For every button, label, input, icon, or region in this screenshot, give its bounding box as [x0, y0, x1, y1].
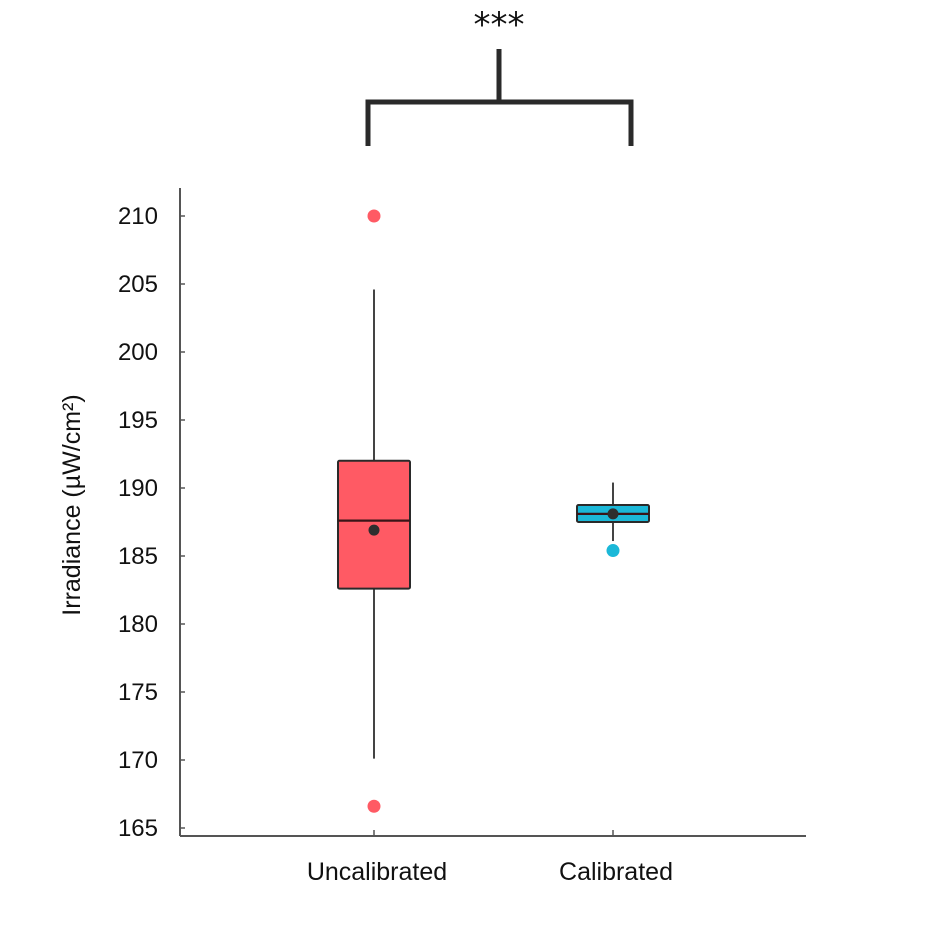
significance-bracket: ***	[365, 5, 634, 146]
mean-marker	[368, 524, 380, 536]
box-calibrated	[576, 482, 650, 558]
y-axis-label: Irradiance (µW/cm²)	[58, 394, 86, 615]
y-tick-label: 205	[118, 271, 158, 298]
outlier-point	[367, 209, 381, 223]
bracket-line	[365, 99, 634, 146]
significance-stars: ***	[474, 5, 525, 45]
mean-marker	[607, 508, 619, 520]
axes: 165 170 175 180 185 190 195 200 205 210 Irradiance…	[58, 188, 806, 886]
y-tick-label: 180	[118, 611, 158, 638]
y-tick-label: 200	[118, 339, 158, 366]
x-category-label: Calibrated	[559, 858, 673, 886]
box-uncalibrated	[337, 209, 411, 813]
y-tick-label: 185	[118, 543, 158, 570]
y-tick-label: 195	[118, 407, 158, 434]
x-category-label: Uncalibrated	[307, 858, 447, 886]
outlier-point	[606, 544, 620, 558]
outlier-point	[367, 799, 381, 813]
y-tick-label: 175	[118, 679, 158, 706]
box-series	[337, 209, 650, 813]
y-tick-label: 210	[118, 203, 158, 230]
y-tick-label: 170	[118, 747, 158, 774]
y-tick-label: 190	[118, 475, 158, 502]
y-tick-label: 165	[118, 815, 158, 842]
